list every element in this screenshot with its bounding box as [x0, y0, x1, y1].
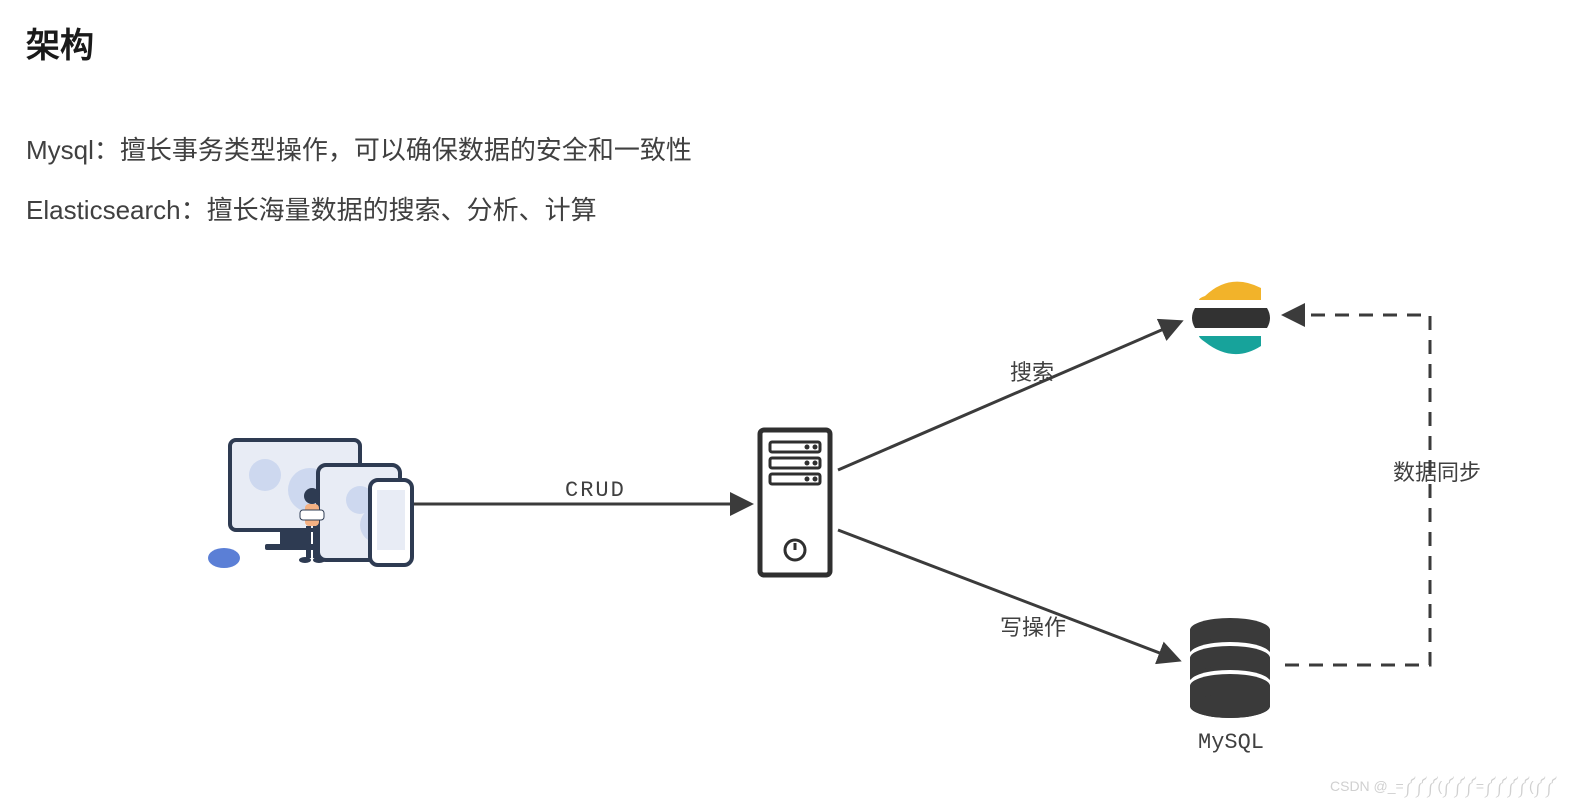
- edge-label-crud: CRUD: [565, 478, 626, 503]
- edge-search: [838, 322, 1180, 470]
- watermark: CSDN @_=༼༼༼(༼༼༼=༼༼༼༼(༼༼: [1330, 770, 1556, 810]
- page-title: 架构: [26, 18, 94, 67]
- mysql-label: MySQL: [1198, 730, 1264, 755]
- mysql-db-icon: [1190, 618, 1270, 718]
- client-devices-icon: [208, 440, 412, 568]
- server-icon: [760, 430, 830, 575]
- edge-label-sync: 数据同步: [1393, 455, 1481, 487]
- edge-label-search: 搜索: [1010, 355, 1054, 387]
- edge-label-write: 写操作: [1000, 610, 1066, 642]
- desc-es: Elasticsearch：擅长海量数据的搜索、分析、计算: [26, 190, 597, 227]
- edge-sync: [1285, 315, 1430, 665]
- elasticsearch-icon: [1192, 282, 1270, 355]
- desc-mysql: Mysql：擅长事务类型操作，可以确保数据的安全和一致性: [26, 130, 692, 167]
- architecture-diagram: [0, 0, 1581, 792]
